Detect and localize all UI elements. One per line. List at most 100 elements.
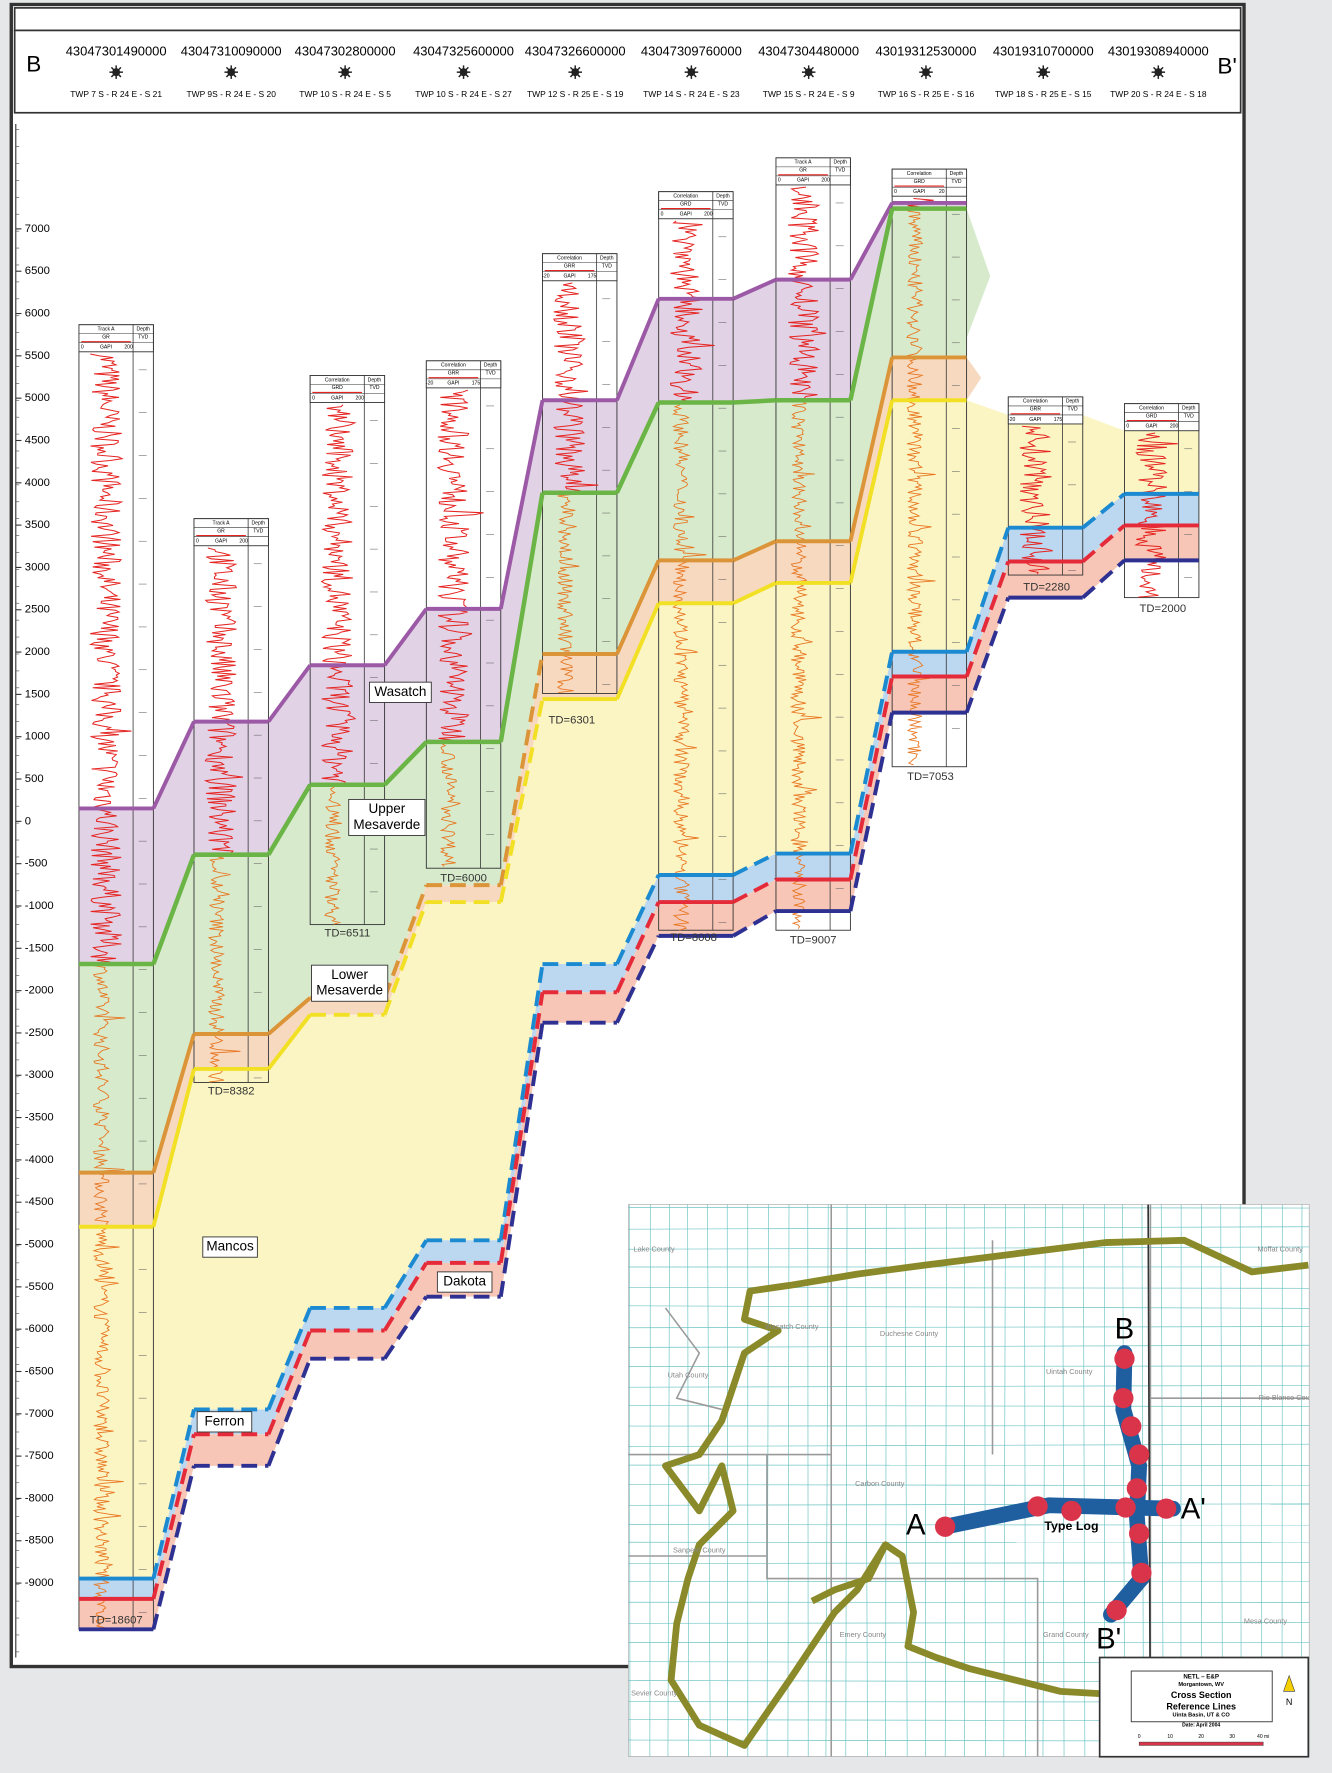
log-min: 0 [196,539,199,545]
top-strip [15,8,1241,31]
log-unit: GAPI [215,539,227,545]
well-symbol [109,65,123,79]
elevation-label: 6000 [25,308,50,320]
log-min: 0 [1126,424,1129,430]
log-depth-unit: TVD [369,385,379,391]
log-curve-name: GRR [448,371,460,377]
county-label: Emery County [840,1630,887,1639]
elevation-label: -7500 [25,1450,54,1462]
well-api: 43047325600000 [413,43,514,58]
log-curve-name: GR [102,334,110,340]
formation-label: Dakota [443,1274,486,1289]
elevation-label: -4000 [25,1154,54,1166]
legend-text: Date: April 2004 [1182,1722,1220,1728]
log-track-name: Track A [213,521,231,527]
county-label: Wasatch County [765,1322,819,1331]
log-unit: GAPI [1145,424,1157,430]
log-depth-unit: TVD [602,263,612,269]
total-depth-label: TD=6000 [440,872,487,884]
log-unit: GAPI [447,381,459,387]
well-location-dot [1106,1600,1126,1620]
log-min: -20 [1008,417,1016,423]
formation-label: Ferron [205,1413,245,1428]
elevation-label: 1500 [25,688,50,700]
log-curve-name: GRD [332,385,344,391]
well-api: 43047310090000 [181,43,282,58]
elevation-label: -8000 [25,1492,54,1504]
log-depth-header: Depth [833,160,847,166]
elevation-label: 2000 [25,646,50,658]
total-depth-label: TD=8382 [208,1085,255,1097]
scale-label: 10 [1167,1734,1173,1740]
well-api: 43019312530000 [876,43,977,58]
well-symbol [568,65,582,79]
scale-label: 20 [1198,1734,1204,1740]
log-depth-header: Depth [716,194,730,200]
log-max: 200 [356,395,365,401]
log-min: 0 [312,395,315,401]
log-unit: GAPI [331,395,343,401]
well-symbol [457,65,471,79]
log-min: -20 [426,381,434,387]
log-curve-name: GR [217,528,225,534]
log-unit: GAPI [1029,417,1041,423]
horizon-line [733,400,776,402]
section-end-label: B [26,51,41,76]
well-api: 43047309760000 [641,43,742,58]
well-location-dot [1027,1496,1047,1516]
log-track-name: Correlation [673,194,698,200]
formation-label: Mancos [206,1239,254,1254]
well-api: 43047304480000 [758,43,859,58]
well-api: 43019310700000 [993,43,1094,58]
elevation-label: 4500 [25,434,50,446]
well-symbol [802,65,816,79]
well-location-dot [1115,1497,1135,1517]
log-curve-name: GRR [1030,407,1042,413]
log-curve-name: GRD [914,179,926,185]
log-unit: GAPI [564,274,576,280]
total-depth-label: TD=9007 [790,934,837,946]
log-max: 200 [821,178,830,184]
section-end-label: B' [1217,54,1236,79]
scale-label: 30 [1229,1734,1235,1740]
elevation-label: -7000 [25,1408,54,1420]
log-curve-name: GR [799,168,807,174]
log-depth-header: Depth [484,363,498,369]
well-api: 43047301490000 [66,43,167,58]
county-label: Duchesne County [880,1329,939,1338]
legend-text: Uinta Basin, UT & CO [1173,1712,1231,1718]
log-track-name: Correlation [1023,399,1048,405]
log-depth-unit: TVD [1068,407,1078,413]
log-depth-unit: TVD [138,334,148,340]
total-depth-label: TD=8008 [670,932,717,944]
county-label: Carbon County [855,1479,905,1488]
total-depth-label: TD=2280 [1023,581,1070,593]
elevation-label: -8500 [25,1535,54,1547]
well-location: TWP 7 S - R 24 E - S 21 [70,89,162,99]
log-depth-unit: TVD [951,179,961,185]
county-label: Moffat County [1257,1244,1303,1253]
log-unit: GAPI [100,345,112,351]
log-depth-unit: TVD [486,371,496,377]
log-max: 175 [588,274,597,280]
well-location-dot [1129,1523,1149,1543]
scale-label: 0 [1138,1734,1141,1740]
elevation-label: -1500 [25,942,54,954]
scale-bar [1139,1742,1263,1745]
county-label: Rio Blanco County [1259,1393,1320,1402]
well-location: TWP 10 S - R 24 E - S 27 [415,89,512,99]
legend-text: NETL – E&P [1183,1673,1219,1680]
log-depth-header: Depth [252,521,266,527]
total-depth-label: TD=7053 [907,771,954,783]
log-depth-header: Depth [1182,406,1196,412]
log-depth-header: Depth [136,327,150,333]
log-depth-unit: TVD [835,168,845,174]
elevation-label: 3000 [25,561,50,573]
well-symbol [338,65,352,79]
elevation-label: -6500 [25,1365,54,1377]
elevation-label: -6000 [25,1323,54,1335]
log-min: 0 [894,189,897,195]
log-curve-name: GRD [1146,413,1158,419]
